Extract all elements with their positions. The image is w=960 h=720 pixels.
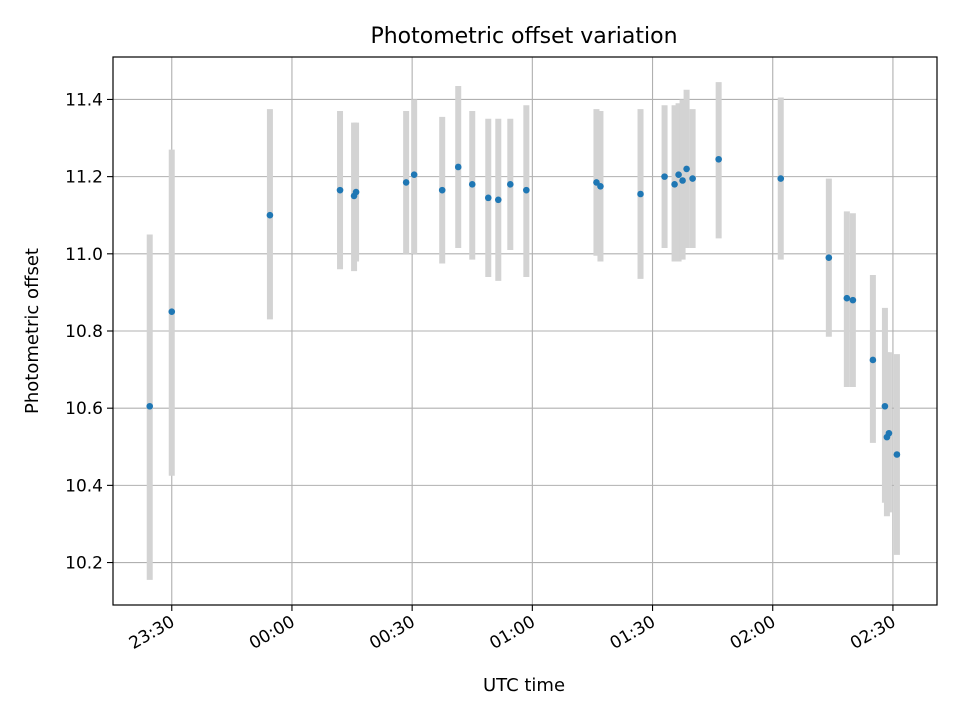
data-points (146, 155, 901, 458)
data-point (494, 196, 502, 204)
x-tick-label: 01:00 (486, 612, 538, 654)
y-axis-label: Photometric offset (22, 248, 43, 414)
data-point (679, 177, 686, 184)
data-point (715, 155, 722, 163)
data-point (869, 356, 877, 364)
y-tick-label: 11.0 (65, 245, 103, 265)
data-point (675, 171, 682, 179)
data-point (266, 211, 274, 219)
y-tick-label: 10.4 (65, 476, 103, 496)
x-axis-ticks: 23:30 00:00 00:30 01:00 01:30 02:00 02:30 (126, 605, 899, 654)
x-tick-label: 00:00 (246, 612, 298, 654)
data-point (885, 429, 893, 437)
data-point (637, 190, 644, 198)
data-point (410, 171, 418, 179)
data-point (689, 175, 696, 182)
data-point (168, 308, 176, 316)
data-point (597, 182, 604, 190)
data-point (777, 175, 785, 182)
chart-title: Photometric offset variation (370, 24, 677, 49)
data-point (671, 181, 678, 188)
y-tick-label: 11.2 (65, 168, 103, 188)
data-point (484, 194, 492, 202)
data-point (146, 402, 154, 410)
x-tick-label: 00:30 (366, 612, 418, 654)
data-point (881, 402, 889, 410)
x-tick-label: 01:30 (607, 612, 659, 654)
y-tick-label: 10.8 (65, 322, 103, 342)
data-point (523, 186, 530, 194)
y-tick-label: 10.2 (65, 554, 103, 574)
data-point (438, 186, 446, 194)
x-tick-label: 02:00 (727, 612, 779, 654)
data-point (352, 188, 360, 196)
data-point (661, 173, 668, 180)
y-axis-ticks: 10.2 10.4 10.6 10.8 11.0 11.2 11.4 (65, 90, 113, 574)
data-point (336, 186, 344, 194)
data-point (825, 254, 833, 261)
data-point (468, 181, 476, 188)
data-point (402, 179, 410, 186)
data-point (454, 163, 462, 171)
data-point (683, 165, 690, 173)
data-point (893, 451, 901, 458)
x-tick-label: 23:30 (126, 612, 178, 654)
x-axis-label: UTC time (483, 675, 565, 696)
y-tick-label: 10.6 (65, 399, 103, 419)
x-tick-label: 02:30 (847, 612, 899, 654)
data-point (849, 296, 857, 304)
data-point (507, 181, 514, 188)
data-point (843, 294, 851, 302)
y-tick-label: 11.4 (65, 90, 103, 110)
